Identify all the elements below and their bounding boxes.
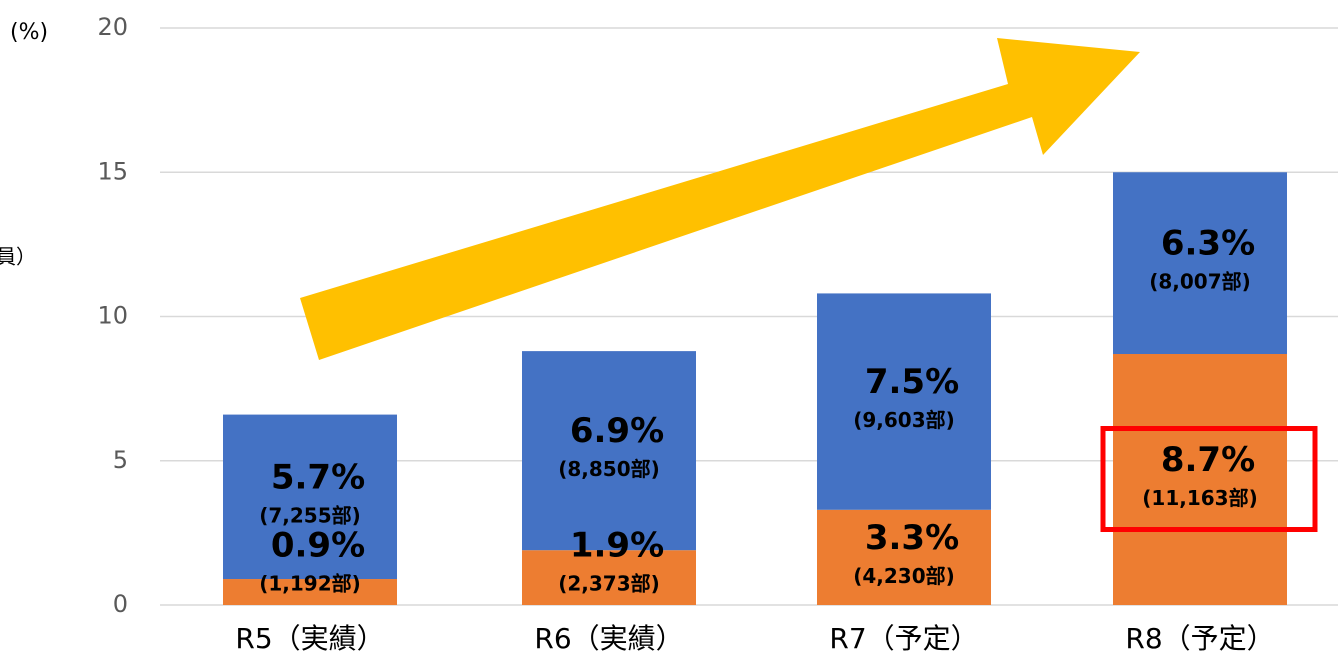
bar-segment [817,509,991,605]
count-label: (11,163部) [1142,486,1257,510]
value-label: 3.3% [865,518,959,558]
value-label: 5.7% [271,457,365,497]
x-tick-label: R6（実績） [534,622,683,655]
side-label: 員） [0,245,36,269]
bar-segment [1113,172,1287,355]
count-label: (1,192部) [259,572,361,596]
bar-segment [223,414,397,580]
y-tick-label: 5 [113,446,128,474]
count-label: (2,373部) [558,572,660,596]
bar-segment [522,351,696,551]
x-tick-label: R8（予定） [1125,622,1274,655]
y-tick-label: 0 [113,590,128,618]
highlight-box [1100,426,1318,533]
bar-segment [223,579,397,605]
y-tick-label: 10 [97,302,128,330]
count-label: (8,850部) [558,457,660,481]
bar-segment [1113,354,1287,605]
bar-segment [817,293,991,510]
value-label: 6.9% [570,411,664,451]
x-tick-label: R5（実績） [235,622,384,655]
count-label: (8,007部) [1149,270,1251,294]
x-tick-label: R7（予定） [829,622,978,655]
trend-arrow [300,38,1140,360]
y-tick-label: 20 [97,13,128,41]
value-label: 1.9% [570,526,664,566]
count-label: (9,603部) [853,408,955,432]
count-label: (7,255部) [259,503,361,527]
count-label: (4,230部) [853,564,955,588]
bar-segment [522,550,696,605]
value-label: 8.7% [1161,440,1255,480]
value-label: 6.3% [1161,224,1255,264]
y-axis-label: (%) [10,20,48,45]
value-label: 0.9% [271,526,365,566]
y-tick-label: 15 [97,157,128,185]
value-label: 7.5% [865,362,959,402]
